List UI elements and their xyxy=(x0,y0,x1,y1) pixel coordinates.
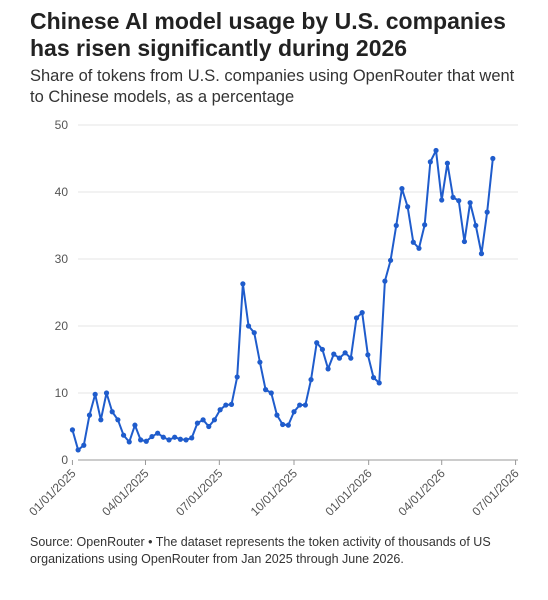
data-point xyxy=(382,278,388,284)
y-tick-label: 30 xyxy=(55,252,69,266)
y-tick-label: 40 xyxy=(55,185,69,199)
data-point xyxy=(138,437,144,443)
data-point xyxy=(177,436,183,442)
data-point xyxy=(461,238,468,245)
data-point xyxy=(359,310,365,316)
data-point xyxy=(393,222,399,229)
x-tick-label: 10/01/2025 xyxy=(248,466,301,519)
x-tick-label: 04/01/2025 xyxy=(99,466,152,519)
data-point xyxy=(365,352,371,358)
data-point xyxy=(490,155,496,162)
data-point xyxy=(319,346,326,353)
data-point xyxy=(155,430,161,436)
data-point xyxy=(69,427,76,433)
y-tick-label: 0 xyxy=(61,453,68,467)
data-point xyxy=(291,409,297,415)
data-point xyxy=(370,374,377,381)
data-point xyxy=(353,315,360,321)
x-tick-label: 01/01/2026 xyxy=(322,466,375,519)
y-tick-label: 20 xyxy=(55,319,69,333)
data-point xyxy=(75,447,81,453)
data-point xyxy=(149,433,155,440)
data-point xyxy=(444,160,450,166)
data-point xyxy=(268,390,274,396)
chart-title: Chinese AI model usage by U.S. companies… xyxy=(30,8,506,61)
data-point xyxy=(98,417,104,423)
data-point xyxy=(257,359,263,365)
data-point xyxy=(285,422,291,428)
x-tick-label: 07/01/2026 xyxy=(469,466,522,519)
data-point xyxy=(234,374,240,380)
data-point xyxy=(166,437,172,443)
data-point xyxy=(422,222,428,228)
x-tick-label: 01/01/2025 xyxy=(26,466,79,519)
y-tick-label: 50 xyxy=(55,118,69,132)
data-point xyxy=(211,417,218,423)
data-point xyxy=(467,200,473,206)
data-point xyxy=(325,366,331,372)
data-point xyxy=(217,407,223,413)
data-point xyxy=(336,355,343,361)
data-point xyxy=(478,251,485,257)
data-point xyxy=(274,412,280,418)
data-point xyxy=(143,438,149,444)
data-point xyxy=(416,245,422,251)
data-point xyxy=(342,350,348,356)
y-tick-label: 10 xyxy=(55,386,69,400)
data-point xyxy=(86,412,93,418)
data-point xyxy=(109,409,115,415)
data-point xyxy=(280,421,286,428)
data-point xyxy=(200,417,206,423)
source-note: Source: OpenRouter • The dataset represe… xyxy=(30,535,491,566)
data-point xyxy=(405,204,411,210)
data-point xyxy=(172,434,178,440)
data-point xyxy=(427,159,433,165)
data-point xyxy=(245,323,252,329)
data-point xyxy=(439,197,445,203)
data-point xyxy=(331,351,337,357)
data-point xyxy=(160,434,166,440)
data-point xyxy=(302,402,308,408)
data-point xyxy=(115,417,121,423)
data-point xyxy=(194,420,201,426)
data-point xyxy=(240,281,246,287)
data-point xyxy=(189,435,195,441)
data-point xyxy=(297,402,303,408)
data-point xyxy=(251,330,257,336)
data-point xyxy=(81,442,87,448)
data-point xyxy=(433,147,439,154)
data-point xyxy=(132,422,138,428)
data-point xyxy=(223,402,229,408)
data-point xyxy=(314,340,320,346)
data-point xyxy=(206,423,212,430)
data-point xyxy=(473,222,479,229)
data-point xyxy=(456,198,462,204)
data-point xyxy=(120,432,127,438)
data-point xyxy=(450,194,456,200)
chart-subtitle: Share of tokens from U.S. companies usin… xyxy=(30,67,515,106)
data-point xyxy=(484,209,490,215)
data-point xyxy=(92,391,98,397)
data-point xyxy=(399,186,405,192)
data-point xyxy=(126,439,132,445)
data-point xyxy=(348,355,354,361)
data-point xyxy=(228,401,235,407)
data-point xyxy=(262,387,269,393)
data-point xyxy=(387,257,394,263)
data-line xyxy=(71,149,494,451)
data-point xyxy=(376,380,382,386)
data-point xyxy=(410,239,416,245)
x-tick-label: 04/01/2026 xyxy=(395,466,448,519)
data-point xyxy=(103,390,110,396)
data-point xyxy=(308,377,314,383)
data-point xyxy=(183,437,189,443)
x-tick-label: 07/01/2025 xyxy=(173,466,226,519)
